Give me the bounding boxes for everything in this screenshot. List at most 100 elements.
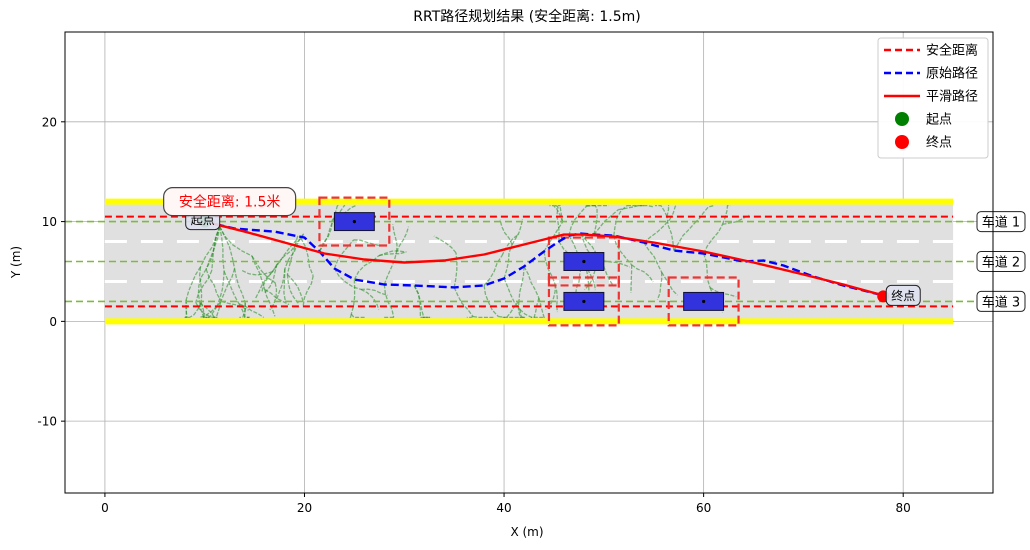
- tree-edge: [333, 239, 355, 269]
- tree-edge: [349, 313, 352, 319]
- y-tick-label: -10: [37, 415, 57, 429]
- tree-edge: [239, 302, 246, 319]
- legend-label: 安全距离: [926, 43, 978, 59]
- legend-label: 原始路径: [926, 66, 978, 82]
- tree-edge: [378, 251, 407, 257]
- tree-edge: [631, 264, 654, 283]
- tree-edge: [198, 266, 203, 303]
- obstacle-safety-box: [318, 196, 391, 247]
- tree-edge: [199, 303, 209, 319]
- legend-label: 平滑路径: [926, 89, 978, 105]
- tree-edge: [396, 226, 410, 253]
- tree-edge: [202, 305, 218, 319]
- tree-edge: [666, 216, 675, 251]
- x-tick-label: 60: [696, 501, 711, 515]
- tick-labels: 0 20 40 60 80 -10 0 10 20: [37, 115, 910, 515]
- tree-edge: [472, 315, 494, 319]
- tree-edge: [669, 204, 677, 220]
- tree-edge: [499, 219, 513, 245]
- x-tick-label: 80: [896, 501, 911, 515]
- tree-edge: [502, 300, 520, 319]
- tree-edge: [602, 260, 614, 287]
- safety-annotation: 安全距离: 1.5米: [179, 194, 280, 211]
- tree-edge: [593, 205, 598, 235]
- tree-edge: [655, 204, 668, 217]
- obstacle-safety-box: [547, 276, 620, 327]
- tree-edge: [517, 300, 527, 319]
- start-label: 起点: [191, 213, 215, 227]
- lane-label-box: [976, 251, 1026, 273]
- tree-edge: [276, 234, 304, 265]
- tree-edge: [333, 204, 339, 220]
- tree-edge: [378, 250, 407, 257]
- tree-edge: [184, 302, 202, 319]
- tree-edge: [392, 224, 398, 252]
- tree-edge: [694, 204, 715, 224]
- tree-edge: [197, 268, 207, 304]
- x-tick-label: 0: [101, 501, 109, 515]
- tree-edge: [453, 287, 474, 317]
- obstacle-center: [582, 259, 586, 264]
- lane-label: 车道 1: [982, 215, 1020, 231]
- tree-edge: [630, 264, 633, 293]
- obstacle-center: [702, 299, 706, 304]
- lane-label-box: [976, 290, 1026, 312]
- lane-label: 车道 3: [982, 294, 1020, 310]
- y-axis-label: Y (m): [9, 246, 23, 279]
- y-tick-label: 10: [42, 215, 57, 229]
- tree-edge: [331, 204, 346, 221]
- tree-edge: [721, 204, 731, 225]
- tree-edge: [433, 235, 457, 254]
- tree-edge: [238, 303, 265, 318]
- tree-edge: [518, 309, 522, 319]
- lane-label: 车道 2: [982, 255, 1020, 271]
- annotation-box: [163, 187, 297, 217]
- legend-marker: [895, 135, 909, 149]
- chart-title: RRT路径规划结果 (安全距离: 1.5m): [413, 8, 640, 25]
- tree-edge: [518, 266, 525, 302]
- obstacle-center: [582, 299, 586, 304]
- tree-edge: [350, 279, 356, 315]
- tree-edge: [553, 204, 559, 208]
- tree-edge: [702, 253, 711, 288]
- tree-edge: [586, 204, 609, 207]
- smooth-path-line: [204, 220, 884, 297]
- tree-edge: [360, 288, 388, 296]
- obstacle-safety-box: [547, 236, 620, 287]
- tree-edge: [300, 237, 314, 277]
- tree-edge: [466, 315, 474, 319]
- tree-edge: [360, 288, 380, 310]
- lane-label-box: [976, 211, 1026, 233]
- tree-edge: [221, 300, 249, 311]
- tree-edge: [185, 266, 202, 300]
- tree-edge: [353, 239, 381, 247]
- tree-edge: [703, 224, 724, 254]
- tree-edge: [211, 226, 221, 271]
- x-axis-label: X (m): [510, 525, 543, 539]
- legend-marker: [895, 112, 909, 126]
- tree-edge: [219, 226, 225, 272]
- tree-edge: [511, 218, 524, 246]
- legend-label: 起点: [926, 113, 952, 128]
- tree-edge: [216, 271, 225, 307]
- axes-frame: [64, 31, 994, 494]
- tree-edge: [264, 289, 276, 317]
- tree-edge: [613, 235, 633, 266]
- x-tick-label: 20: [297, 501, 312, 515]
- tree-edge: [613, 205, 628, 236]
- tree-edge: [549, 204, 564, 223]
- tree-edge: [220, 268, 236, 302]
- tree-edge: [531, 297, 540, 319]
- legend-box: [877, 37, 989, 159]
- tree-edge: [503, 278, 521, 310]
- tree-edge: [383, 251, 398, 285]
- y-tick-label: 20: [42, 115, 57, 129]
- tree-edge: [557, 204, 564, 223]
- chart-labels: RRT路径规划结果 (安全距离: 1.5m) X (m) Y (m): [9, 8, 641, 539]
- goal-label-box: [885, 284, 921, 306]
- tree-edge: [199, 301, 222, 319]
- tree-edge: [666, 204, 670, 217]
- tree-edge: [483, 255, 503, 286]
- tree-edge: [233, 268, 246, 304]
